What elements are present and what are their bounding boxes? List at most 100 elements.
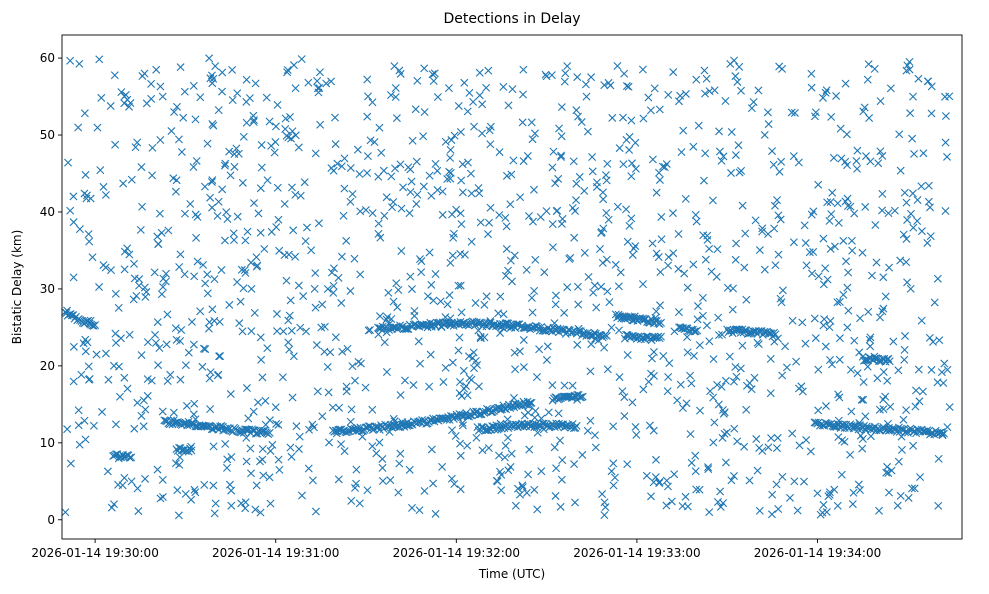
detection-point xyxy=(881,292,890,301)
detection-point xyxy=(778,371,787,380)
detection-point xyxy=(123,384,132,393)
detection-point xyxy=(551,491,560,500)
detection-point xyxy=(458,418,467,427)
detection-point xyxy=(496,467,504,476)
detection-point xyxy=(169,174,178,183)
detection-point xyxy=(254,398,262,407)
track-point xyxy=(538,419,547,428)
detection-point xyxy=(929,337,938,346)
detection-point xyxy=(247,258,256,267)
detection-point xyxy=(433,93,442,102)
detection-point xyxy=(728,305,737,314)
detection-point xyxy=(717,156,726,165)
detection-point xyxy=(798,387,807,396)
detection-point xyxy=(289,61,298,70)
detection-point xyxy=(297,491,306,500)
detection-point xyxy=(900,345,909,354)
detection-point xyxy=(289,226,298,235)
detection-point xyxy=(853,164,862,173)
detection-point xyxy=(563,62,572,71)
detection-point xyxy=(506,256,515,265)
track-point xyxy=(690,327,699,336)
detection-point xyxy=(249,116,258,125)
detection-point xyxy=(66,206,75,215)
detection-point xyxy=(342,387,351,396)
detection-point xyxy=(189,410,198,419)
detection-point xyxy=(242,384,251,393)
track-point xyxy=(385,325,394,334)
detection-point xyxy=(174,511,183,520)
detection-point xyxy=(496,292,505,301)
detection-point xyxy=(192,156,201,165)
detection-point xyxy=(120,373,129,382)
detection-point xyxy=(667,497,676,506)
detection-point xyxy=(161,277,170,286)
detection-point xyxy=(532,373,541,381)
y-tick-label: 0 xyxy=(47,513,55,527)
detection-point xyxy=(311,303,320,312)
detection-point xyxy=(669,249,678,258)
detection-point xyxy=(551,300,560,309)
detection-point xyxy=(249,407,258,416)
detection-point xyxy=(853,146,862,155)
detection-point xyxy=(705,87,714,96)
detection-point xyxy=(171,187,180,196)
detection-point xyxy=(174,135,183,144)
detection-point xyxy=(535,345,544,354)
detection-point xyxy=(900,188,909,197)
detection-point xyxy=(828,360,836,369)
detection-point xyxy=(681,194,690,203)
detection-point xyxy=(396,160,405,169)
detection-point xyxy=(731,362,740,371)
detection-point xyxy=(313,76,322,85)
detection-point xyxy=(81,435,90,444)
detection-point xyxy=(701,149,710,158)
detection-point xyxy=(645,421,654,430)
detection-point xyxy=(366,326,375,334)
detection-point xyxy=(478,100,487,109)
detection-point xyxy=(919,149,928,158)
detection-point xyxy=(874,159,883,168)
detection-point xyxy=(548,243,557,252)
detection-point xyxy=(918,387,927,396)
detection-point xyxy=(865,114,874,123)
detection-point xyxy=(436,297,445,306)
track-point xyxy=(854,425,863,434)
detection-point xyxy=(556,436,565,445)
detection-point xyxy=(502,171,511,180)
detection-point xyxy=(467,375,476,384)
detection-point xyxy=(130,259,139,268)
detection-point xyxy=(186,199,195,208)
detection-point xyxy=(215,317,224,326)
detection-point xyxy=(221,439,230,448)
detection-point xyxy=(284,316,293,325)
detection-point xyxy=(162,340,171,349)
detection-point xyxy=(242,75,251,84)
detection-point xyxy=(247,284,256,293)
detection-point xyxy=(522,265,531,274)
detection-point xyxy=(225,300,234,309)
detection-point xyxy=(226,171,235,180)
detection-point xyxy=(705,508,714,517)
detection-point xyxy=(407,285,416,294)
detection-point xyxy=(751,216,760,225)
detection-point xyxy=(134,507,143,516)
detection-point xyxy=(548,220,557,229)
track-point xyxy=(91,321,100,330)
detection-point xyxy=(471,356,480,365)
detection-point xyxy=(85,237,94,246)
detection-point xyxy=(109,361,118,370)
detection-point xyxy=(484,230,493,239)
detection-point xyxy=(211,499,220,508)
detection-point xyxy=(314,88,323,97)
detection-point xyxy=(372,449,381,458)
track-point xyxy=(657,332,665,341)
detection-point xyxy=(77,370,86,379)
detection-point xyxy=(429,76,438,85)
detection-point xyxy=(800,477,808,486)
detection-point xyxy=(187,495,196,504)
detection-point xyxy=(69,192,78,201)
detection-point xyxy=(119,179,128,188)
detection-point xyxy=(837,470,846,479)
detection-point xyxy=(587,340,596,349)
